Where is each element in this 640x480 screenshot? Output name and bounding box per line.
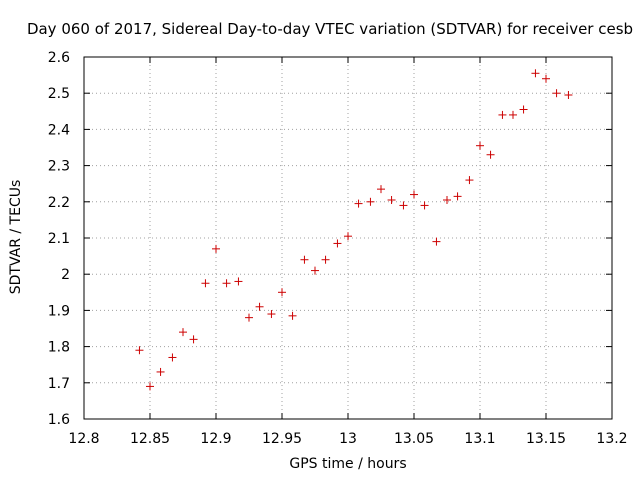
data-point [179,328,187,337]
data-point [267,310,276,319]
data-point [354,199,363,208]
y-tick-label: 1.9 [48,303,70,319]
y-tick-label: 1.8 [48,340,70,356]
data-point [234,277,243,286]
data-point [201,279,210,288]
data-point [410,190,418,199]
data-point [278,288,286,297]
data-points [135,69,573,391]
y-tick-label: 2.3 [48,159,70,175]
data-point [476,141,484,150]
data-point [156,367,165,376]
data-point [552,89,561,98]
data-point [146,382,154,391]
x-tick-label: 13.2 [596,431,627,447]
data-point [300,255,309,264]
x-tick-label: 13.15 [526,431,566,447]
data-point [564,91,573,100]
data-point [222,279,231,288]
grid-lines [84,57,612,419]
data-point [189,335,198,344]
data-point [509,110,517,119]
data-point [245,313,253,322]
data-point [168,353,177,362]
data-point [366,197,375,206]
data-point [321,255,330,264]
data-point [519,105,528,114]
data-point [377,185,385,194]
x-tick-label: 13 [339,431,357,447]
data-point [542,74,550,83]
data-point [498,110,507,119]
x-tick-label: 12.8 [68,431,99,447]
axis-ticks: 12.8 12.85 12.9 12.95 13 13.05 13.1 13.15 13.2 1.… [48,50,628,447]
y-tick-label: 2.6 [48,50,70,66]
data-point [531,69,540,78]
data-point [399,201,408,210]
x-tick-label: 12.95 [262,431,302,447]
y-tick-label: 1.7 [48,376,70,392]
data-point [453,192,462,201]
data-point [212,244,220,253]
x-tick-label: 13.05 [394,431,434,447]
y-tick-label: 2.2 [48,195,70,211]
data-point [135,346,144,355]
y-tick-label: 2.4 [48,122,70,138]
x-tick-label: 12.85 [130,431,170,447]
data-point [432,237,441,246]
data-point [288,311,297,320]
y-tick-label: 2.1 [48,231,70,247]
data-point [344,232,352,241]
x-tick-label: 13.1 [464,431,495,447]
y-tick-label: 2 [61,267,70,283]
data-point [333,239,342,248]
data-point [387,195,396,204]
chart-title: Day 060 of 2017, Sidereal Day-to-day VTE… [26,20,634,38]
data-point [311,266,319,275]
data-point [420,201,429,210]
data-point [486,150,495,159]
y-axis-label: SDTVAR / TECUs [8,179,24,295]
x-tick-label: 12.9 [200,431,231,447]
y-tick-label: 2.5 [48,86,70,102]
y-tick-label: 1.6 [48,412,70,428]
data-point [465,176,474,185]
data-point [443,195,451,204]
x-axis-label: GPS time / hours [289,456,407,472]
data-point [255,302,264,311]
